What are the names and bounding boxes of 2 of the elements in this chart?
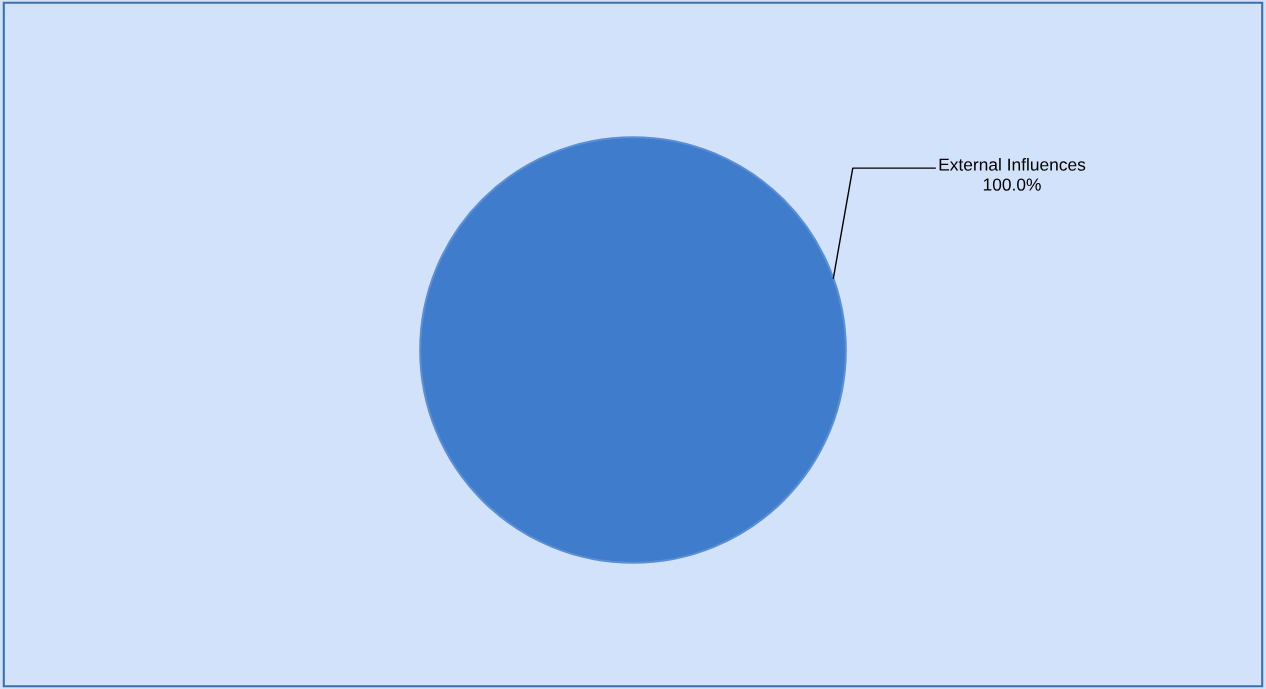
- slice-label: External Influences: [939, 158, 1086, 171]
- data-label: 100.0%: [983, 178, 1041, 191]
